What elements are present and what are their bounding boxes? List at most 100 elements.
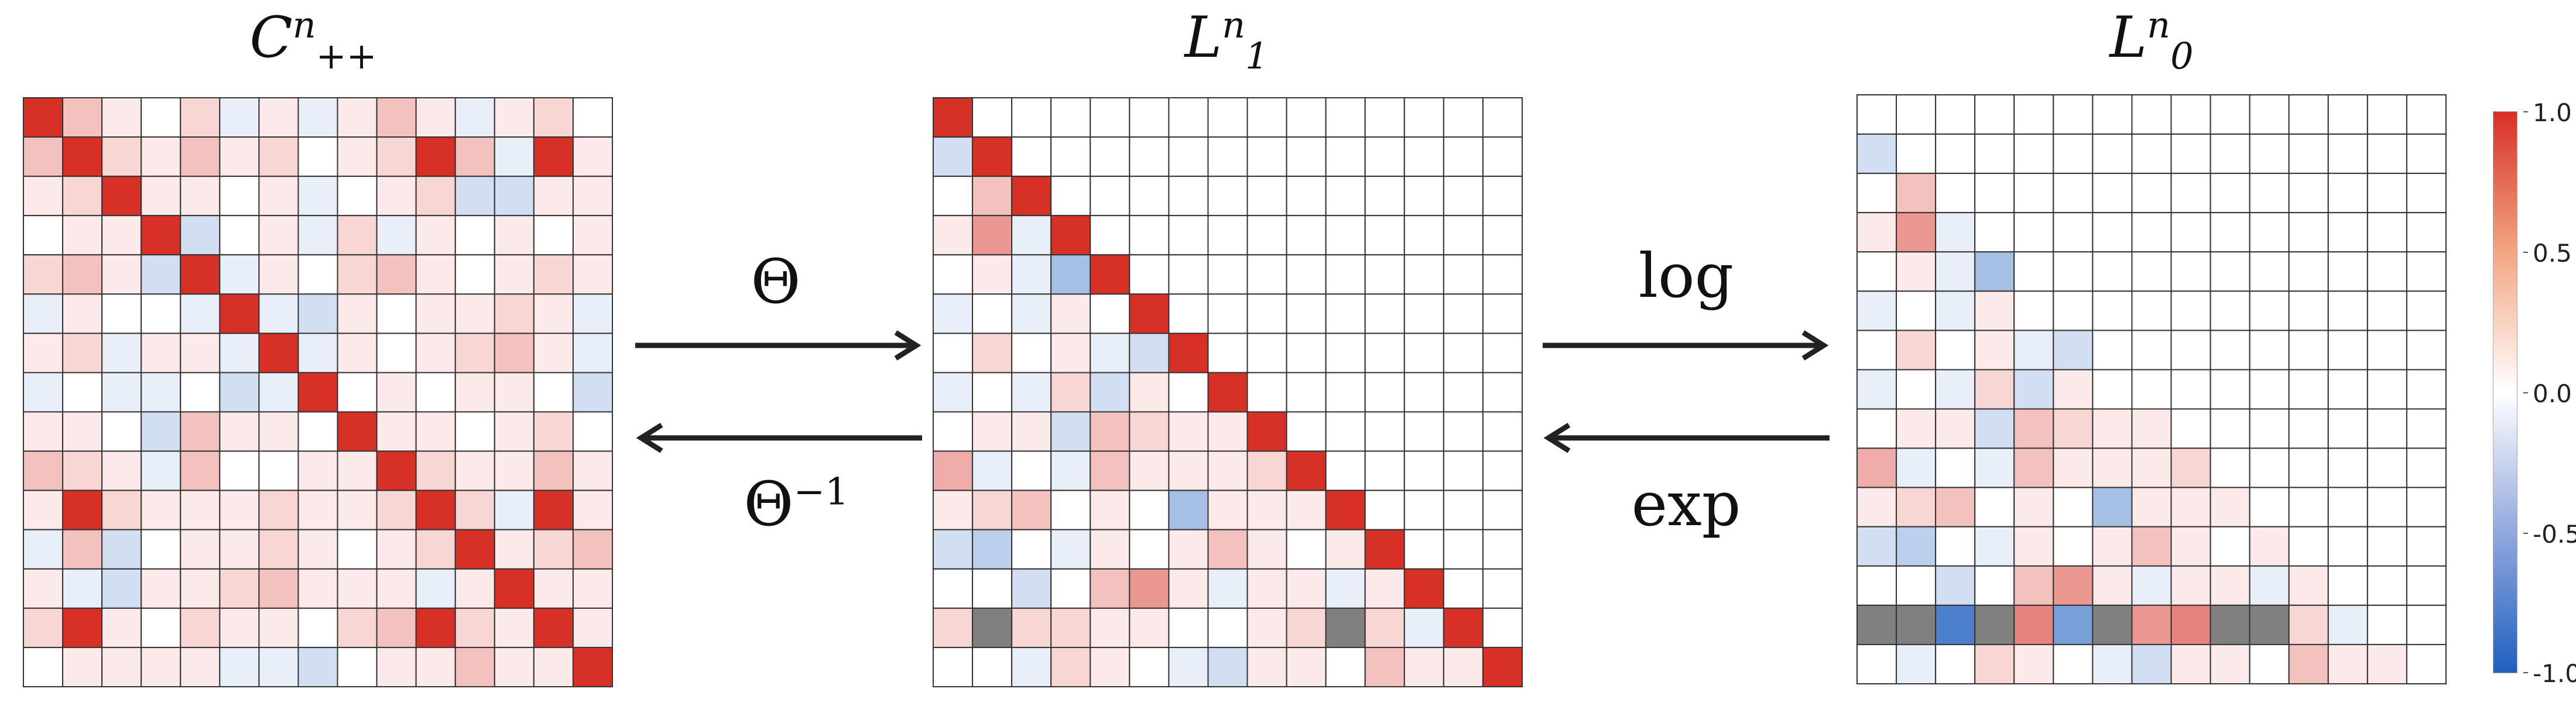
heatmap-cell [258, 411, 299, 452]
heatmap-cell [2013, 565, 2054, 606]
heatmap-cell [494, 489, 535, 530]
heatmap-cell [1325, 450, 1366, 491]
heatmap-cell [337, 136, 378, 177]
heatmap-cell [219, 293, 260, 334]
heatmap-cell [1129, 293, 1170, 334]
heatmap-cell [2053, 447, 2094, 488]
heatmap-cell [1090, 646, 1131, 688]
heatmap-cell [2053, 330, 2094, 371]
heatmap-cell [1011, 411, 1052, 452]
heatmap-cell [297, 646, 338, 688]
heatmap-cell [972, 254, 1013, 295]
heatmap-cell [1403, 372, 1444, 413]
heatmap-cell [1011, 293, 1052, 334]
operator-theta-inverse-base: Θ [744, 468, 794, 540]
heatmap-cell [1129, 607, 1170, 648]
heatmap-cell [933, 293, 974, 334]
heatmap-cell [933, 529, 974, 570]
heatmap-cell [2131, 212, 2172, 253]
heatmap-cell [1050, 450, 1091, 491]
heatmap-cell [2053, 604, 2094, 645]
heatmap-cell [62, 529, 103, 570]
heatmap-cell [2092, 604, 2133, 645]
heatmap-cell [1325, 529, 1366, 570]
heatmap-cell [1935, 526, 1976, 567]
heatmap-cell [1246, 529, 1287, 570]
heatmap-cell [62, 450, 103, 491]
heatmap-cell [2327, 369, 2368, 410]
colorbar-tick-lower [2523, 533, 2528, 534]
matrix-chol [933, 97, 1523, 688]
heatmap-cell [1482, 293, 1523, 334]
heatmap-cell [1129, 215, 1170, 256]
heatmap-cell [219, 97, 260, 138]
heatmap-cell [1207, 450, 1248, 491]
heatmap-cell [180, 333, 221, 374]
heatmap-cell [1896, 212, 1937, 253]
heatmap-cell [180, 489, 221, 530]
heatmap-cell [2092, 330, 2133, 371]
heatmap-cell [572, 176, 614, 217]
heatmap-cell [258, 254, 299, 295]
heatmap-cell [1443, 254, 1484, 295]
heatmap-cell [1286, 136, 1327, 177]
heatmap-cell [337, 372, 378, 413]
heatmap-cell [1011, 489, 1052, 530]
heatmap-cell [2131, 94, 2172, 135]
heatmap-cell [1856, 487, 1897, 527]
heatmap-cell [1011, 254, 1052, 295]
heatmap-cell [2170, 369, 2211, 410]
heatmap-cell [23, 293, 64, 334]
heatmap-cell [376, 489, 417, 530]
heatmap-cell [2288, 290, 2329, 331]
heatmap-cell [2131, 526, 2172, 567]
heatmap-cell [1443, 372, 1484, 413]
heatmap-cell [2249, 487, 2290, 527]
heatmap-cell [23, 372, 64, 413]
heatmap-cell [297, 254, 338, 295]
heatmap-cell [101, 607, 142, 648]
heatmap-cell [1129, 646, 1170, 688]
heatmap-cell [2406, 251, 2447, 292]
heatmap-cell [376, 450, 417, 491]
heatmap-cell [1129, 97, 1170, 138]
heatmap-cell [2170, 643, 2211, 685]
heatmap-cell [1896, 133, 1937, 174]
heatmap-cell [2013, 487, 2054, 527]
heatmap-cell [2249, 251, 2290, 292]
heatmap-cell [1129, 568, 1170, 609]
heatmap-cell [972, 529, 1013, 570]
heatmap-cell [1443, 411, 1484, 452]
colorbar-tick-upper [2523, 252, 2528, 253]
heatmap-cell [1011, 372, 1052, 413]
heatmap-cell [101, 529, 142, 570]
heatmap-cell [337, 176, 378, 217]
heatmap-cell [1168, 411, 1209, 452]
heatmap-cell [219, 333, 260, 374]
heatmap-cell [1207, 333, 1248, 374]
heatmap-cell [972, 293, 1013, 334]
heatmap-cell [2249, 526, 2290, 567]
heatmap-cell [141, 136, 181, 177]
heatmap-cell [2366, 212, 2407, 253]
heatmap-cell [258, 489, 299, 530]
heatmap-cell [1364, 411, 1405, 452]
heatmap-cell [1246, 254, 1287, 295]
heatmap-cell [2053, 173, 2094, 214]
heatmap-cell [1443, 450, 1484, 491]
heatmap-cell [1482, 450, 1523, 491]
heatmap-cell [415, 529, 456, 570]
heatmap-cell [2288, 251, 2329, 292]
heatmap-cell [1090, 529, 1131, 570]
heatmap-cell [533, 411, 574, 452]
heatmap-cell [933, 136, 974, 177]
heatmap-cell [1403, 215, 1444, 256]
heatmap-cell [1286, 450, 1327, 491]
heatmap-cell [101, 646, 142, 688]
heatmap-cell [533, 136, 574, 177]
heatmap-cell [1364, 450, 1405, 491]
heatmap-cell [2092, 369, 2133, 410]
heatmap-cell [2366, 133, 2407, 174]
heatmap-cell [62, 568, 103, 609]
heatmap-cell [101, 293, 142, 334]
